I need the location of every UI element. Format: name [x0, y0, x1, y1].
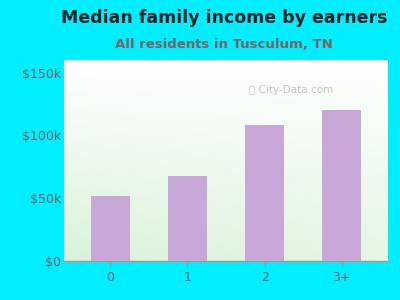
Bar [322, 110, 361, 261]
Bar [91, 196, 130, 261]
Text: ⓘ City-Data.com: ⓘ City-Data.com [249, 85, 333, 95]
Text: Median family income by earners: Median family income by earners [61, 9, 387, 27]
Text: All residents in Tusculum, TN: All residents in Tusculum, TN [115, 38, 333, 50]
Bar [168, 176, 207, 261]
Bar [245, 125, 284, 261]
